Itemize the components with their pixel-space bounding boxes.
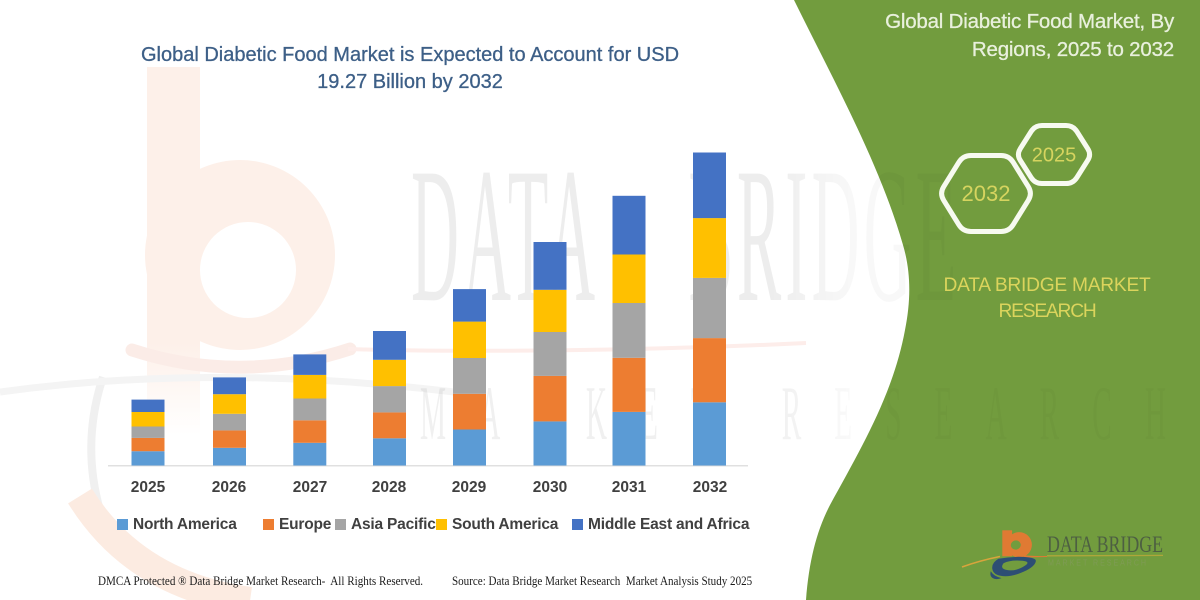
svg-text:DATA BRIDGE: DATA BRIDGE <box>1047 532 1163 557</box>
svg-text:2032: 2032 <box>962 181 1011 206</box>
svg-text:DATA BRIDGE: DATA BRIDGE <box>411 129 960 343</box>
svg-text:MARKET RESEARCH: MARKET RESEARCH <box>1048 559 1148 568</box>
svg-text:2025: 2025 <box>1032 145 1077 167</box>
